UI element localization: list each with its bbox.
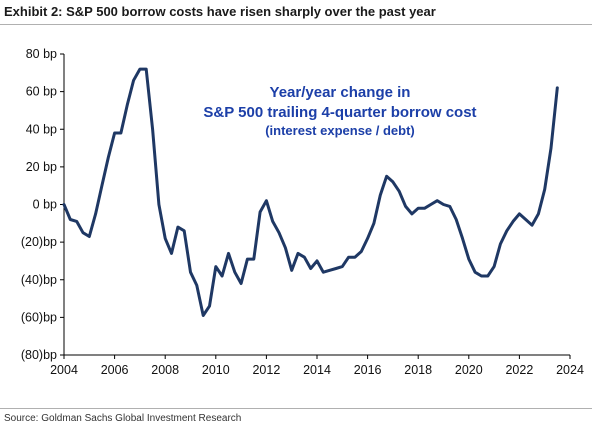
x-tick-labels: 2004 2006 2008 2010 2012 2014 2016 2018 2020 2022… (50, 355, 584, 377)
x-tick-label: 2018 (404, 363, 432, 377)
series-group (62, 67, 559, 317)
y-tick-label: 0 bp (33, 198, 57, 212)
x-tick-label: 2004 (50, 363, 78, 377)
y-tick-label: (40)bp (21, 273, 57, 287)
chart-annotation: Year/year change in S&P 500 trailing 4-qu… (203, 84, 476, 138)
annotation-line: S&P 500 trailing 4-quarter borrow cost (203, 104, 476, 121)
x-tick-label: 2024 (556, 363, 584, 377)
y-tick-label: 40 bp (26, 122, 57, 136)
annotation-line: Year/year change in (270, 84, 411, 101)
y-tick-label: (60)bp (21, 310, 57, 324)
y-tick-label: (20)bp (21, 235, 57, 249)
x-tick-label: 2022 (505, 363, 533, 377)
x-tick-label: 2006 (101, 363, 129, 377)
y-tick-label: 20 bp (26, 160, 57, 174)
x-tick-label: 2014 (303, 363, 331, 377)
x-tick-label: 2016 (354, 363, 382, 377)
source-note: Source: Goldman Sachs Global Investment … (4, 413, 242, 424)
x-tick-label: 2008 (151, 363, 179, 377)
x-tick-label: 2020 (455, 363, 483, 377)
y-tick-label: 80 bp (26, 47, 57, 61)
header-divider (0, 24, 592, 25)
series-line (62, 67, 559, 317)
footer-divider (0, 408, 592, 409)
y-tick-label: 60 bp (26, 85, 57, 99)
y-tick-labels: 80 bp 60 bp 40 bp 20 bp 0 bp (20)bp (40)bp (60)… (21, 47, 64, 362)
x-tick-label: 2012 (252, 363, 280, 377)
x-tick-label: 2010 (202, 363, 230, 377)
annotation-line: (interest expense / debt) (265, 123, 415, 138)
y-tick-label: (80)bp (21, 348, 57, 362)
exhibit-title: Exhibit 2: S&P 500 borrow costs have ris… (4, 4, 436, 19)
